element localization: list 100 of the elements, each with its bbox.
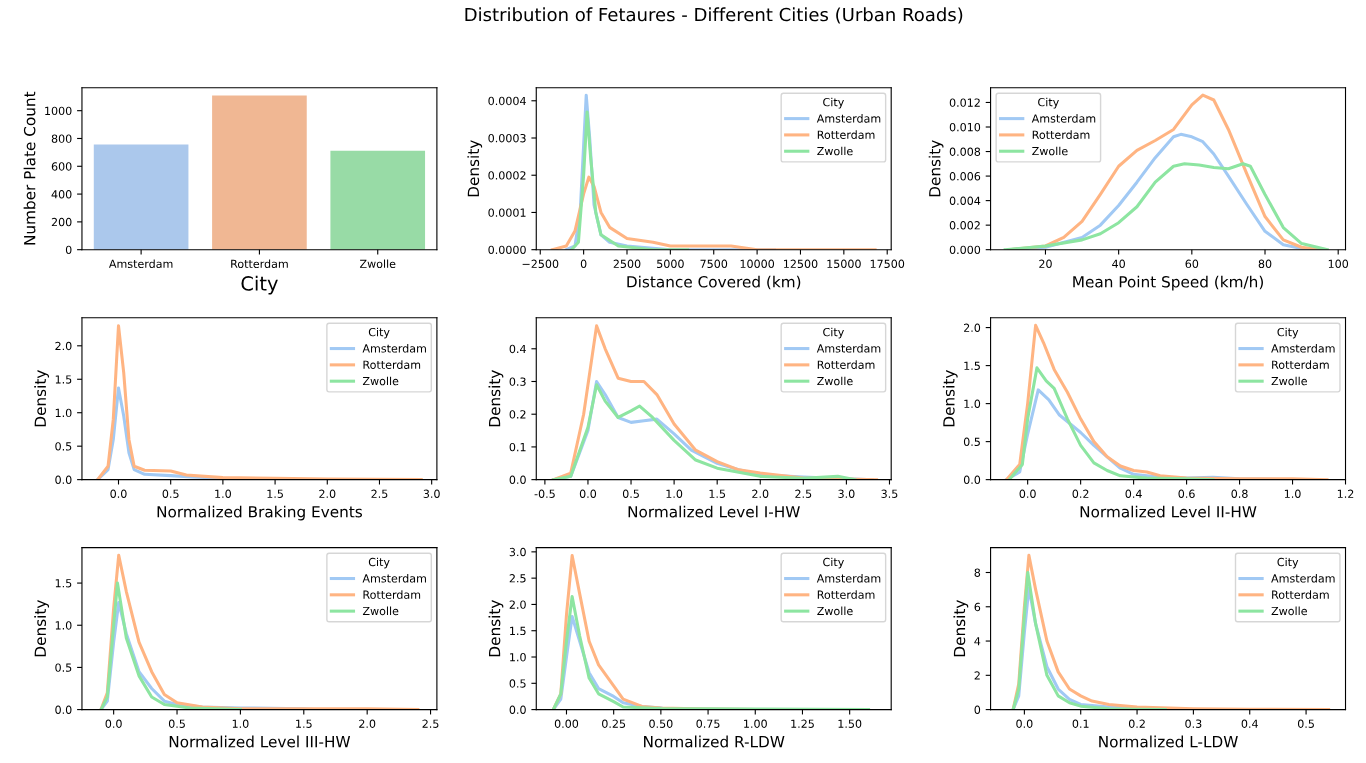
y-tick-label: 0.0 [963, 475, 981, 485]
y-tick-label: 2.0 [509, 600, 526, 609]
x-tick-label: 0.3 [1185, 719, 1202, 728]
y-tick-label: 2 [974, 671, 980, 680]
legend-title: City [1038, 97, 1059, 109]
x-tick-label: 1.5 [267, 489, 283, 498]
legend-label: Zwolle [1271, 606, 1307, 616]
y-tick-label: 0.0004 [488, 96, 526, 106]
x-axis-title: Distance Covered (km) [627, 275, 801, 290]
chart-title: Distribution of Fetaures - Different Cities (Urban Roads) [465, 7, 963, 24]
x-tick-label: 2.5 [795, 489, 812, 498]
x-tick-label: 20 [1039, 259, 1052, 269]
x-tick-label: 1.00 [744, 719, 767, 728]
legend-label: Amsterdam [362, 573, 426, 583]
y-tick-label: 0.0 [509, 475, 526, 485]
y-tick-label: 1.5 [55, 579, 72, 588]
x-tick-label: 2500 [613, 259, 641, 269]
legend-label: Amsterdam [1031, 114, 1096, 123]
y-tick-label: 0.1 [509, 442, 526, 452]
y-tick-label: 800 [51, 134, 72, 143]
y-axis-title: Density [34, 370, 50, 427]
x-tick-label: 0.25 [602, 719, 626, 728]
y-tick-label: 0.010 [949, 122, 981, 132]
line-series [1003, 162, 1329, 250]
y-tick-label: 0.006 [949, 172, 981, 181]
x-tick-label: 0.5 [168, 719, 185, 728]
x-tick-label: 0 [580, 259, 587, 269]
legend-label: Rotterdam [1272, 360, 1329, 369]
legend-label: Rotterdam [817, 360, 875, 369]
y-tick-label: 0.004 [949, 196, 981, 205]
y-axis-title: Density [488, 600, 504, 657]
x-tick-label: 3.0 [423, 489, 440, 498]
y-tick-label: 3.0 [509, 547, 526, 557]
y-tick-label: 200 [51, 217, 72, 227]
x-tick-label: -0.5 [534, 489, 555, 498]
x-axis-title: Normalized Level III-HW [169, 735, 351, 748]
legend-label: Zwolle [362, 606, 399, 616]
y-tick-label: 2.0 [964, 323, 981, 332]
x-axis-title: Normalized R-LDW [644, 735, 785, 748]
x-axis-title: Mean Point Speed (km/h) [1073, 275, 1263, 291]
y-tick-label: 600 [51, 162, 72, 171]
y-tick-label: 0 [974, 705, 981, 714]
line-series [550, 175, 877, 250]
legend-title: City [1277, 327, 1299, 339]
y-axis-title: Density [953, 600, 969, 657]
legend-label: Amsterdam [816, 114, 881, 123]
y-tick-label: 1.0 [55, 621, 72, 630]
legend-title: City [823, 557, 844, 569]
line-series [1007, 366, 1215, 480]
x-tick-label: 40 [1112, 259, 1125, 269]
y-tick-label: 0.0000 [488, 245, 526, 255]
x-tick-label: 10000 [740, 259, 775, 269]
y-axis-title: Number Plate Count [23, 91, 36, 245]
x-tick-label: 100 [1328, 259, 1349, 269]
x-tick-label: 0.50 [649, 719, 673, 728]
legend-label: Amsterdam [816, 344, 881, 353]
x-tick-label: 0.5 [162, 489, 179, 498]
x-tick-label: 0.0 [110, 489, 127, 498]
y-tick-label: 0.0 [55, 475, 72, 485]
line-series [1011, 570, 1167, 710]
x-tick-label: Rotterdam [231, 259, 288, 269]
x-axis-title: Normalized Level II-HW [1080, 505, 1257, 518]
legend-title: City [823, 327, 844, 339]
y-tick-label: 0 [65, 245, 72, 255]
y-axis-title: Density [928, 140, 944, 197]
y-tick-label: 1.5 [964, 361, 980, 370]
x-tick-label: 0.5 [1297, 719, 1314, 728]
y-tick-label: 0.5 [55, 663, 72, 672]
y-tick-label: 0.5 [55, 442, 72, 451]
x-axis-title: City [241, 275, 278, 295]
y-tick-label: 0.0 [509, 705, 526, 714]
x-tick-label: 0.2 [1128, 719, 1145, 728]
y-axis-title: Density [488, 370, 504, 427]
y-tick-label: 1.5 [55, 375, 72, 384]
x-tick-label: −2500 [522, 259, 559, 269]
x-tick-label: 2.0 [319, 489, 336, 498]
x-tick-label: 1.50 [838, 719, 862, 728]
x-axis-title: Normalized L-LDW [1099, 735, 1238, 748]
legend-label: Zwolle [817, 146, 853, 156]
x-tick-label: 2.5 [371, 489, 388, 498]
legend-label: Zwolle [1271, 376, 1307, 386]
y-tick-label: 0.0003 [488, 133, 526, 143]
x-tick-label: 0.4 [1241, 719, 1258, 728]
y-tick-label: 400 [51, 190, 72, 199]
y-tick-label: 1000 [45, 106, 72, 116]
legend-label: Rotterdam [817, 130, 875, 139]
legend-label: Rotterdam [817, 590, 875, 599]
x-tick-label: 12500 [784, 259, 818, 269]
x-tick-label: 0.1 [1072, 719, 1089, 728]
x-tick-label: 0.2 [1072, 489, 1089, 498]
y-tick-label: 0.000 [949, 245, 981, 255]
x-tick-label: Zwolle [359, 259, 396, 269]
y-tick-label: 2.0 [55, 341, 72, 351]
legend-title: City [368, 557, 390, 569]
bar [330, 150, 426, 250]
x-tick-label: 1.5 [296, 719, 312, 728]
y-tick-label: 0.0002 [488, 171, 526, 180]
x-tick-label: 15000 [827, 259, 861, 269]
x-tick-label: 2.5 [422, 719, 439, 728]
y-tick-label: 0.012 [949, 98, 980, 107]
